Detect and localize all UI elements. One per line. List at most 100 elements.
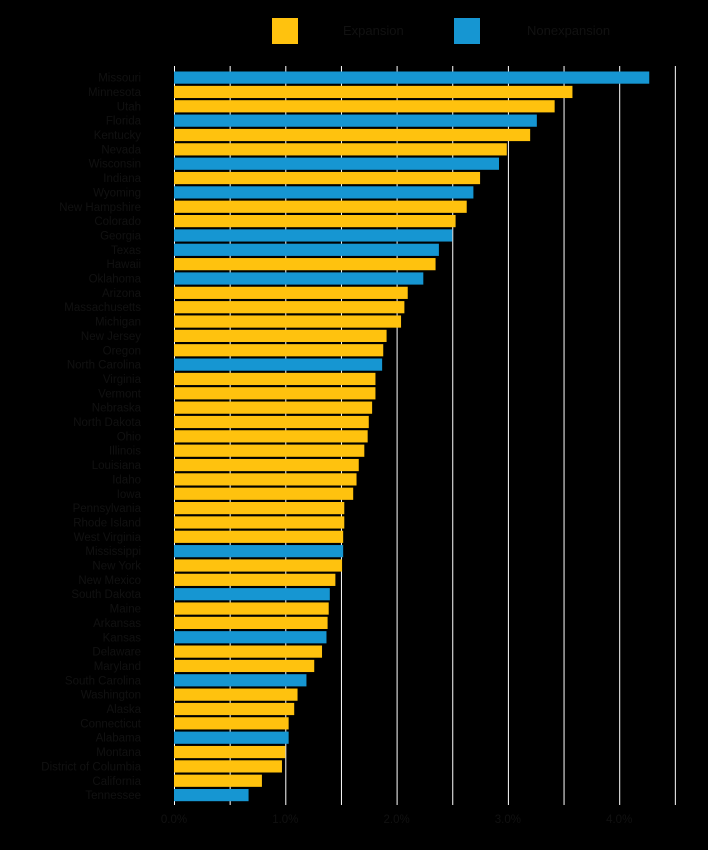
category-label: Wyoming [93,187,141,199]
bar [174,487,354,500]
bar [174,458,359,472]
bar [174,545,344,558]
bar [174,745,286,759]
category-label: Maine [110,604,141,616]
legend-expansion-label: Expansion [343,23,404,38]
category-label: Alabama [96,733,142,745]
bar [174,473,357,486]
bar [174,717,289,730]
category-label: Kansas [103,632,142,644]
bar [174,258,436,271]
category-label: New Mexico [78,575,141,587]
bar [174,516,345,529]
category-label: New Jersey [81,331,141,343]
bar [174,100,555,113]
x-axis-ticks: 0.0% 1.0% 2.0% 3.0% 4.0% [161,814,632,826]
bar [174,200,467,213]
category-label: North Dakota [73,417,141,429]
bar [174,301,405,314]
category-label: Colorado [94,216,141,228]
category-label: Nevada [101,144,141,156]
bar [174,372,376,386]
bar [174,215,456,228]
category-label: Alaska [106,704,141,716]
category-label: Delaware [92,647,141,659]
bar [174,71,650,84]
bar [174,401,373,414]
bar [174,387,376,400]
category-label: Mississippi [85,546,141,558]
category-label: Vermont [98,388,142,400]
bar [174,186,474,199]
category-label: West Virginia [74,532,142,544]
bar [174,229,453,242]
bar [174,774,262,787]
bar [174,157,499,170]
category-label: Florida [106,116,142,128]
category-label: Washington [81,690,141,702]
category-label: Virginia [103,374,142,386]
x-tick-label: 3.0% [495,814,521,826]
x-tick-label: 1.0% [272,814,298,826]
bar [174,573,336,586]
category-label: New Hampshire [59,202,141,214]
category-label: Kentucky [94,130,142,142]
bar [174,358,383,371]
category-label: Oregon [103,345,141,357]
legend-nonexpansion-label: Nonexpansion [527,23,611,38]
category-label: Indiana [103,173,141,185]
bar [174,128,531,142]
bar [174,502,345,515]
bar [174,645,323,658]
bar [174,415,369,429]
category-label: Tennessee [85,790,141,802]
category-label: Utah [117,101,141,113]
bar [174,760,282,773]
bar [174,588,330,601]
x-tick-label: 4.0% [606,814,632,826]
x-tick-label: 2.0% [383,814,409,826]
bar [174,659,315,673]
bar [174,171,481,185]
category-label: Louisiana [92,460,142,472]
category-label: Wisconsin [89,159,141,171]
category-label: Missouri [98,73,141,85]
bar [174,430,368,443]
bar [174,114,537,127]
bar [174,272,424,285]
category-label: Connecticut [80,718,142,730]
category-label: South Carolina [65,675,142,687]
category-label: Idaho [112,474,141,486]
bar [174,286,408,299]
bar [174,702,295,716]
category-label: Arizona [102,288,142,300]
bar [174,688,298,701]
bar [174,315,402,328]
category-label: North Carolina [67,360,142,372]
category-label: Rhode Island [73,517,141,529]
bar [174,731,289,744]
category-label: Ohio [117,431,141,443]
legend-expansion-swatch [272,18,298,44]
bars [174,71,650,802]
x-tick-label: 0.0% [161,814,187,826]
category-label: Oklahoma [89,274,142,286]
legend-nonexpansion-swatch [454,18,480,44]
bar [174,530,344,543]
category-label: California [92,776,141,788]
bar [174,85,573,99]
category-label: Massachusetts [64,302,141,314]
category-label: Texas [111,245,141,257]
bar [174,559,343,572]
bar [174,602,329,615]
category-label: Arkansas [93,618,141,630]
category-label: Hawaii [106,259,141,271]
bar [174,329,387,342]
category-label: Montana [96,747,141,759]
category-label: Iowa [117,489,142,501]
bar [174,344,384,357]
category-labels: Missouri Minnesota Utah Florida Kentucky Neva… [41,73,142,802]
bar [174,789,249,802]
category-label: Illinois [109,446,141,458]
